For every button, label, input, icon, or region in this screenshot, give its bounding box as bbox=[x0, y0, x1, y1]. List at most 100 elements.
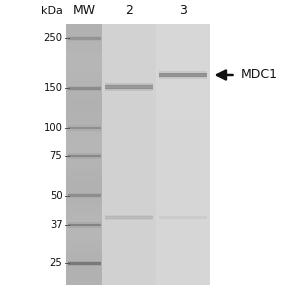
Bar bbox=[66, 158, 102, 161]
Bar bbox=[156, 115, 210, 120]
Bar bbox=[156, 172, 210, 176]
Bar bbox=[156, 76, 210, 80]
Bar bbox=[66, 92, 102, 96]
Bar bbox=[102, 102, 156, 106]
Bar bbox=[102, 220, 156, 224]
Bar bbox=[66, 80, 102, 83]
Bar bbox=[156, 176, 210, 181]
Bar bbox=[156, 263, 210, 268]
Bar bbox=[66, 246, 102, 249]
Bar bbox=[66, 154, 102, 158]
Bar bbox=[66, 47, 102, 50]
Bar bbox=[66, 76, 102, 80]
Bar bbox=[68, 87, 100, 90]
Bar bbox=[156, 85, 210, 89]
Text: MW: MW bbox=[72, 4, 96, 17]
Bar bbox=[156, 120, 210, 124]
Bar bbox=[102, 181, 156, 185]
Bar bbox=[156, 272, 210, 276]
Bar bbox=[66, 37, 102, 40]
Bar bbox=[102, 68, 156, 72]
Bar bbox=[102, 33, 156, 37]
Bar bbox=[156, 59, 210, 63]
Bar bbox=[66, 207, 102, 210]
Bar bbox=[102, 98, 156, 102]
Bar bbox=[102, 80, 156, 85]
Bar bbox=[66, 230, 102, 233]
Bar bbox=[66, 142, 102, 145]
Bar bbox=[156, 98, 210, 102]
Bar bbox=[102, 272, 156, 276]
Bar bbox=[156, 141, 210, 146]
Bar bbox=[102, 250, 156, 254]
Bar bbox=[68, 85, 100, 91]
Text: 150: 150 bbox=[44, 83, 62, 93]
Bar bbox=[102, 146, 156, 150]
Bar bbox=[105, 88, 153, 91]
Bar bbox=[156, 224, 210, 229]
Bar bbox=[156, 89, 210, 94]
Bar bbox=[102, 46, 156, 50]
Bar bbox=[66, 31, 102, 34]
Bar bbox=[66, 174, 102, 177]
Bar bbox=[66, 86, 102, 89]
Bar bbox=[102, 276, 156, 281]
Bar bbox=[68, 153, 100, 159]
Bar bbox=[66, 50, 102, 53]
Bar bbox=[66, 217, 102, 220]
Bar bbox=[102, 242, 156, 246]
Bar bbox=[66, 83, 102, 86]
Bar bbox=[156, 194, 210, 198]
Bar bbox=[66, 278, 102, 282]
Bar bbox=[66, 282, 102, 285]
Bar bbox=[156, 159, 210, 163]
Bar bbox=[68, 193, 100, 198]
Bar bbox=[102, 281, 156, 285]
Bar bbox=[102, 254, 156, 259]
Bar bbox=[102, 133, 156, 137]
Bar bbox=[102, 189, 156, 194]
Bar bbox=[66, 266, 102, 269]
Bar bbox=[66, 66, 102, 70]
Bar bbox=[156, 246, 210, 250]
Bar bbox=[102, 237, 156, 242]
Bar bbox=[156, 154, 210, 159]
Bar bbox=[102, 202, 156, 207]
Bar bbox=[156, 237, 210, 242]
Bar bbox=[66, 44, 102, 47]
Bar bbox=[66, 40, 102, 44]
Bar bbox=[66, 138, 102, 141]
Bar bbox=[156, 124, 210, 128]
Bar bbox=[156, 198, 210, 202]
Bar bbox=[156, 24, 210, 28]
Bar bbox=[156, 37, 210, 41]
Bar bbox=[156, 207, 210, 211]
Bar bbox=[68, 154, 100, 157]
Bar bbox=[102, 263, 156, 268]
Bar bbox=[102, 167, 156, 172]
Bar bbox=[156, 242, 210, 246]
Bar bbox=[102, 154, 156, 159]
Bar bbox=[102, 111, 156, 115]
Bar bbox=[68, 37, 100, 40]
Bar bbox=[102, 211, 156, 215]
Bar bbox=[66, 24, 210, 285]
Bar bbox=[102, 63, 156, 68]
Bar bbox=[66, 24, 102, 27]
Bar bbox=[66, 197, 102, 200]
Bar bbox=[156, 111, 210, 115]
Bar bbox=[66, 151, 102, 154]
Bar bbox=[66, 239, 102, 243]
Bar bbox=[102, 124, 156, 128]
Bar bbox=[66, 164, 102, 167]
Bar bbox=[102, 198, 156, 202]
Bar bbox=[66, 24, 102, 285]
Bar bbox=[105, 83, 153, 86]
Bar bbox=[66, 249, 102, 252]
Bar bbox=[159, 216, 207, 219]
Bar bbox=[66, 128, 102, 132]
Bar bbox=[156, 28, 210, 33]
Bar bbox=[102, 94, 156, 98]
Text: 3: 3 bbox=[179, 4, 187, 17]
Bar bbox=[156, 215, 210, 220]
